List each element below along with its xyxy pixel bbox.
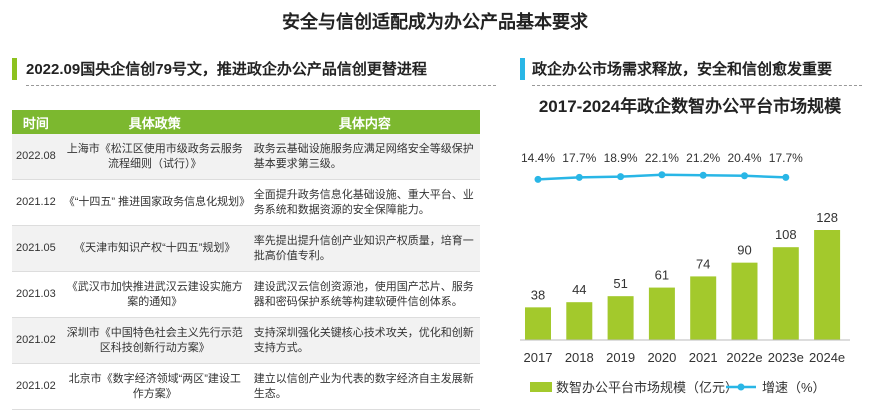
line-point [782,173,790,181]
line-point [699,171,707,179]
bar [607,296,634,340]
table-row: 2021.03 《武汉市加快推进武汉云建设实施方案的通知》 建设武汉云信创资源池，使… [12,271,480,318]
table-cell: 深圳市《中国特色社会主义先行示范区科技创新行动方案》 [59,317,250,364]
bar-label: 90 [737,243,751,258]
bar [648,287,675,340]
table-cell: 建设武汉云信创资源池，使用国产芯片、服务器和密码保护系统等构建软硬件信创体系。 [249,271,480,318]
column-header: 时间 [12,110,60,134]
line-label: 17.7% [769,151,803,165]
legend-swatch [737,383,745,391]
column-header: 具体内容 [249,110,480,134]
table-cell: 支持深圳强化关键核心技术攻关，优化和创新支持方式。 [249,317,480,364]
line-label: 17.7% [562,151,596,165]
accent-bar [12,58,17,80]
bar [525,307,551,340]
chart-title: 2017-2024年政企数智办公平台市场规模 [539,96,842,116]
table-row: 2022.08 上海市《松江区使用市级政务云服务流程细则（试行）》 政务云基础设施服… [12,134,480,180]
line-label: 18.9% [604,151,638,165]
x-tick-label: 2021 [689,350,718,365]
table-cell: 建立以信创产业为代表的数字经济自主发展新生态。 [249,363,480,410]
table-row: 2021.02 北京市《数字经济领域“两区”建设工作方案》 建立以信创产业为代表的数… [12,363,480,410]
bar-label: 128 [816,210,838,225]
bar-label: 61 [655,268,669,283]
table-cell: 2022.08 [12,134,60,180]
table-cell: 2021.02 [12,317,60,364]
table-cell: 北京市《数字经济领域“两区”建设工作方案》 [59,363,250,410]
line-point [575,173,583,181]
line-label: 14.4% [521,151,555,165]
table-cell: 全面提升政务信息化基础设施、重大平台、业务系统和数据资源的安全保障能力。 [249,179,480,226]
table-cell: 2021.03 [12,271,60,318]
section-title: 2022.09国央企信创79号文，推进政企办公产品信创更替进程 [26,58,496,86]
table-cell: 率先提出提升信创产业知识产权质量，培育一批高价值专利。 [249,225,480,272]
x-tick-label: 2023e [768,350,804,365]
x-tick-label: 2017 [524,350,553,365]
table-row: 2021.05 《天津市知识产权“十四五”规划》 率先提出提升信创产业知识产权质量，… [12,225,480,272]
policy-table: 时间 具体政策 具体内容 2022.08 上海市《松江区使用市级政务云服务流程细则（试行… [12,110,480,410]
table-row: 2021.12 《“十四五” 推进国家政务信息化规划》 全面提升政务信息化基础设施、… [12,179,480,226]
x-tick-label: 2019 [606,350,635,365]
table-cell: 《武汉市加快推进武汉云建设实施方案的通知》 [59,271,250,318]
table-cell: 《天津市知识产权“十四五”规划》 [59,225,250,272]
table-cell: 2021.12 [12,179,60,226]
bar [566,302,593,340]
legend-label: 数智办公平台市场规模（亿元） [556,380,738,395]
line-point [534,175,542,183]
table-cell: 2021.02 [12,363,60,410]
table-cell: 上海市《松江区使用市级政务云服务流程细则（试行）》 [59,134,250,180]
table-cell: 政务云基础设施服务应满足网络安全等级保护基本要求第三级。 [249,134,480,180]
x-tick-label: 2020 [647,350,676,365]
line-point [617,173,625,181]
chart: 2017-2024年政企数智办公平台市场规模 38 2017 44 2018 51 201… [520,96,850,395]
table-row: 2021.02 深圳市《中国特色社会主义先行示范区科技创新行动方案》 支持深圳强化关… [12,317,480,364]
bar-label: 44 [572,282,586,297]
accent-bar [520,58,525,80]
bar-label: 38 [531,287,545,302]
bar-label: 51 [613,276,627,291]
x-tick-label: 2018 [565,350,594,365]
page-title: 安全与信创适配成为办公产品基本要求 [282,12,588,32]
column-header: 具体政策 [59,110,250,134]
bar [772,247,799,340]
bar [690,276,717,340]
line-point [741,172,748,180]
bar [814,230,841,340]
x-tick-label: 2022e [726,350,762,365]
x-tick-label: 2024e [809,350,845,365]
bar-label: 108 [775,227,797,242]
header-row: 时间 具体政策 具体内容 [12,110,480,134]
line-label: 20.4% [727,151,761,165]
table-cell: 《“十四五” 推进国家政务信息化规划》 [59,179,250,226]
table-cell: 2021.05 [12,225,60,272]
line-point [658,171,666,179]
bar-label: 74 [696,256,710,271]
bar [731,262,758,340]
section-title: 政企办公市场需求释放，安全和信创愈发重要 [532,58,862,86]
legend-label: 增速（%） [762,380,826,395]
line-label: 22.1% [645,151,679,165]
legend-swatch [530,382,552,392]
line-label: 21.2% [686,151,720,165]
